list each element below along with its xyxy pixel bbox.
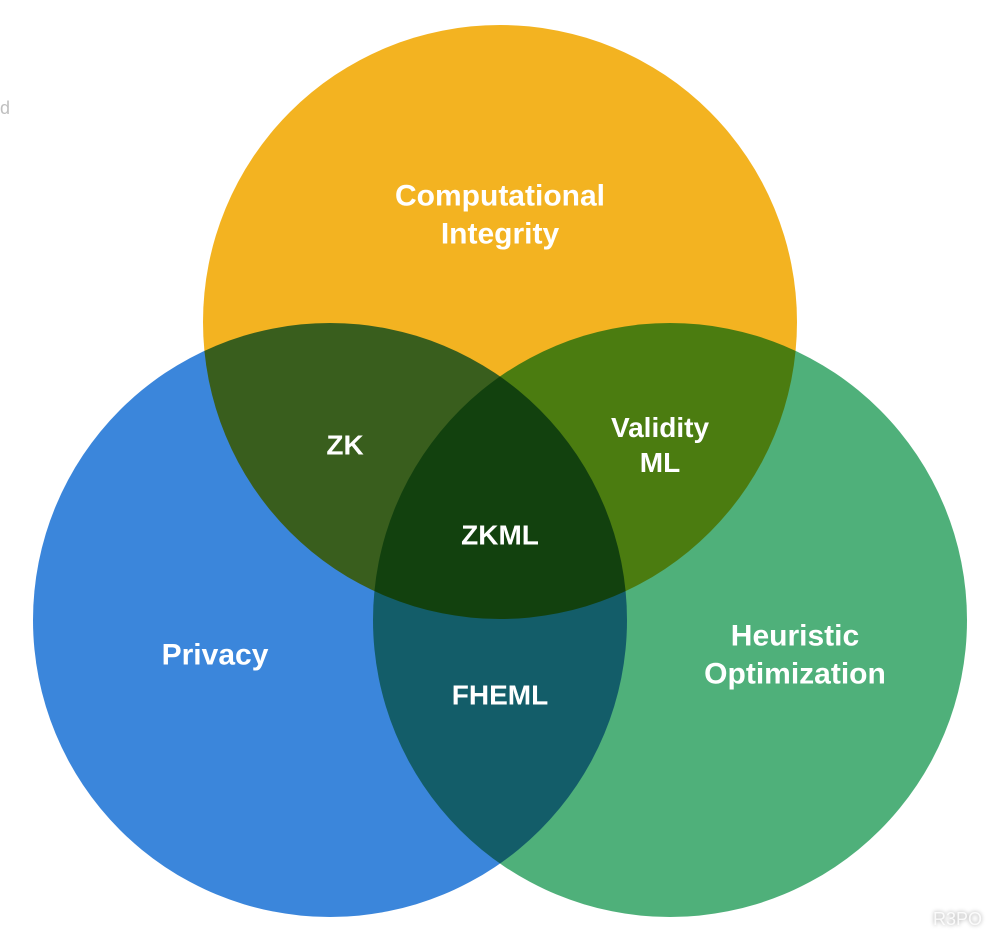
wechat-icon <box>905 906 927 933</box>
watermark-text: R3PO <box>933 909 982 930</box>
cropped-text-fragment: d <box>0 98 10 119</box>
venn-circle-right <box>373 323 967 917</box>
watermark: R3PO <box>905 906 982 933</box>
venn-diagram: d Computational Integrity Privacy Heuris… <box>0 0 1000 947</box>
